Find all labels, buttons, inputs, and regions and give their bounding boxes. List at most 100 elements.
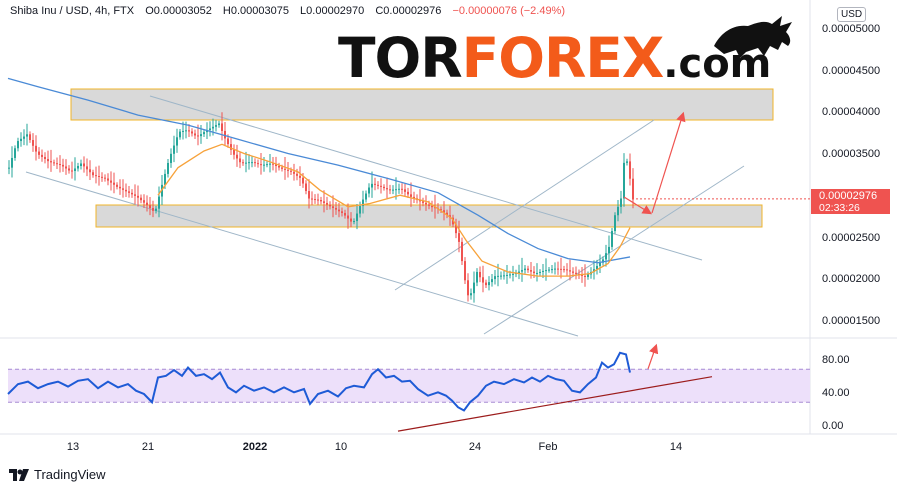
candle-body [230, 144, 232, 150]
candle-body [113, 182, 115, 185]
candle-body [59, 164, 61, 166]
candle-body [83, 163, 85, 167]
candle-body [296, 173, 298, 176]
candle-body [527, 268, 529, 271]
candle-body [491, 279, 493, 283]
candle-body [458, 233, 460, 242]
candle-body [236, 154, 238, 159]
candle-body [32, 140, 34, 146]
moving-average-fast [157, 143, 631, 277]
candle-body [215, 125, 217, 127]
candle-body [479, 271, 481, 278]
candle-body [482, 277, 484, 283]
candle-body [281, 167, 283, 169]
candle-body [587, 274, 589, 277]
candle-body [542, 270, 544, 272]
candle-body [257, 163, 259, 165]
rsi-trendline [397, 376, 713, 432]
candle-body [506, 274, 508, 276]
candle-body [302, 177, 304, 184]
candle-body [17, 141, 19, 149]
candle-body [314, 199, 316, 201]
candle-body [347, 215, 349, 219]
candle-body [368, 187, 370, 194]
candle-body [617, 206, 619, 216]
candle-body [107, 178, 109, 181]
time-axis-label: 21 [141, 441, 155, 453]
candle-body [197, 135, 199, 137]
candle-body [287, 169, 289, 171]
candle-body [446, 212, 448, 216]
candle-body [137, 195, 139, 198]
candle-body [560, 268, 562, 270]
price-axis-label: 0.00003500 [822, 148, 881, 161]
candle-body [584, 275, 586, 277]
open-value: O0.00003052 [145, 5, 212, 17]
candle-body [581, 274, 583, 276]
candle-body [128, 191, 130, 193]
channel-line [149, 95, 703, 261]
logo-part-tor: TOR [338, 26, 463, 90]
candle-body [101, 176, 103, 178]
candle-body [386, 188, 388, 190]
channel-line [394, 119, 655, 291]
candle-body [548, 269, 550, 271]
candle-body [53, 162, 55, 164]
time-axis-label: Feb [538, 441, 558, 453]
rsi-axis-label: 40.00 [822, 387, 850, 399]
torforex-logo: TORFOREX.com [338, 28, 771, 94]
candle-body [344, 212, 346, 216]
candle-body [470, 293, 472, 296]
time-axis-label: 24 [468, 441, 482, 453]
candle-body [503, 275, 505, 277]
candle-body [194, 133, 196, 136]
time-axis-label: 14 [669, 441, 683, 453]
candle-body [530, 270, 532, 272]
candle-body [476, 271, 478, 283]
candle-body [521, 270, 523, 272]
candle-body [488, 282, 490, 286]
tradingview-branding[interactable]: TradingView [9, 467, 106, 482]
candle-body [122, 188, 124, 190]
candle-body [14, 148, 16, 158]
candle-body [572, 271, 574, 273]
candle-body [188, 130, 190, 132]
candle-body [23, 136, 25, 139]
candle-body [125, 189, 127, 192]
currency-button[interactable]: USD [837, 7, 867, 22]
price-axis-label: 0.00001500 [822, 315, 881, 327]
candle-body [500, 275, 502, 277]
candle-body [305, 183, 307, 192]
symbol-title[interactable]: Shiba Inu / USD, 4h, FTX [10, 5, 135, 17]
price-axis-label: 0.00005000 [822, 23, 881, 35]
candle-body [443, 210, 445, 213]
candle-body [608, 246, 610, 254]
rsi-axis-label: 0.00 [822, 420, 844, 432]
candle-body [410, 194, 412, 197]
candle-body [185, 130, 187, 132]
candle-body [326, 202, 328, 205]
candle-body [338, 209, 340, 212]
candle-body [134, 194, 136, 196]
candle-body [248, 162, 250, 164]
candle-body [557, 268, 559, 270]
candle-body [605, 253, 607, 260]
candle-body [365, 193, 367, 200]
time-axis-label: 10 [334, 441, 348, 453]
candle-body [239, 158, 241, 163]
candle-body [551, 269, 553, 271]
candle-body [362, 199, 364, 207]
candle-body [50, 161, 52, 163]
candle-body [422, 201, 424, 203]
candle-body [455, 224, 457, 234]
candle-body [176, 137, 178, 146]
candle-body [320, 200, 322, 202]
candle-body [209, 128, 211, 131]
candle-body [518, 271, 520, 274]
candle-body [179, 131, 181, 138]
candle-body [203, 132, 205, 135]
tradingview-logo-icon [9, 468, 29, 481]
candle-body [182, 130, 184, 132]
price-axis-label: 0.00004000 [822, 106, 881, 119]
